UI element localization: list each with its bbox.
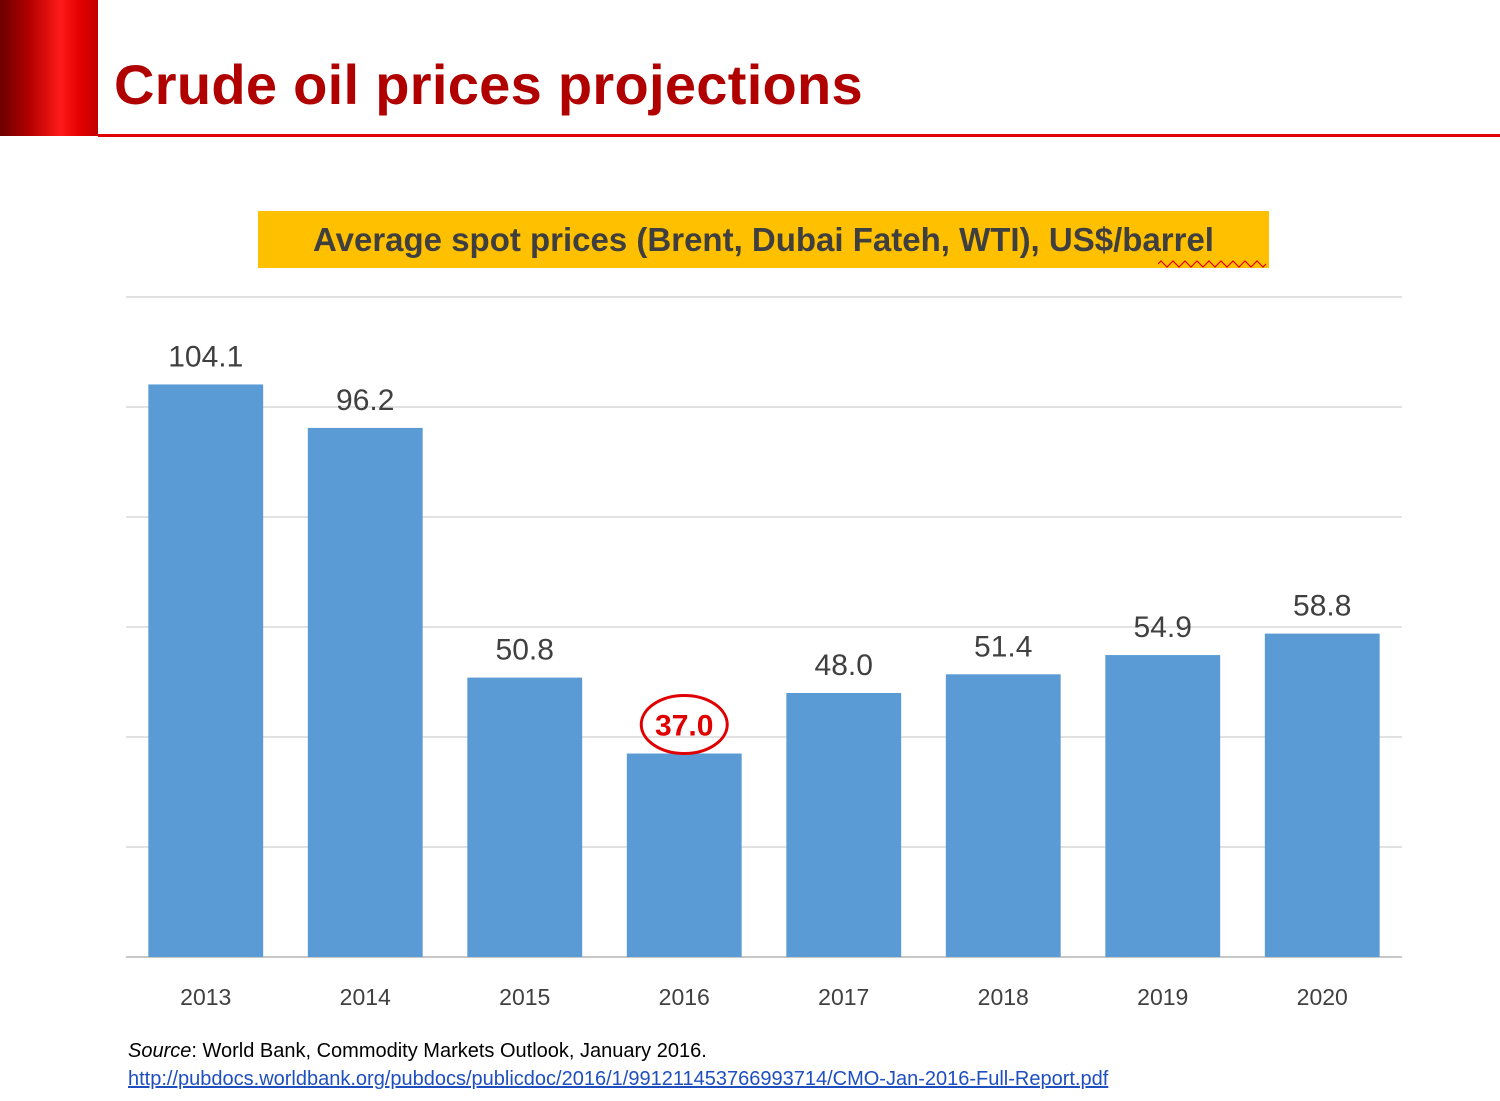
bar-2018 [945,674,1061,957]
data-label-2014: 96.2 [336,384,394,417]
data-label-2017: 48.0 [815,649,873,682]
data-label-2013: 104.1 [168,340,243,373]
source-link[interactable]: http://pubdocs.worldbank.org/pubdocs/pub… [128,1068,1109,1090]
bars [148,384,1380,957]
bar-2019 [1105,655,1221,957]
x-tick-2020: 2020 [1297,984,1348,1010]
bar-2015 [467,677,583,957]
highlight-circle [639,694,729,755]
x-tick-2013: 2013 [180,984,231,1010]
x-tick-2019: 2019 [1137,984,1188,1010]
spellcheck-underline [1158,260,1267,268]
chart-title-highlight [258,211,1269,268]
data-label-2018: 51.4 [974,630,1032,663]
title-divider [98,134,1500,137]
x-tick-2018: 2018 [978,984,1029,1010]
source-text: : World Bank, Commodity Markets Outlook,… [191,1040,707,1062]
data-labels: 104.1 96.2 50.8 37.0 48.0 51.4 54.9 58.8 [168,340,1351,755]
x-tick-2017: 2017 [818,984,869,1010]
x-tick-labels: 2013 2014 2015 2016 2017 2018 2019 2020 [180,984,1348,1010]
chart-title: Average spot prices (Brent, Dubai Fateh,… [313,221,1214,258]
bar-2020 [1264,633,1380,957]
bar-2014 [307,427,423,957]
bar-2013 [148,384,264,957]
x-tick-2014: 2014 [340,984,391,1010]
source-label: Source [128,1040,192,1062]
data-label-2015: 50.8 [496,634,554,667]
x-tick-2016: 2016 [659,984,710,1010]
bar-2016 [626,753,742,957]
slide-title: Crude oil prices projections [114,53,864,116]
x-tick-2015: 2015 [499,984,550,1010]
bar-2017 [786,693,902,957]
corner-accent [0,0,98,136]
data-label-2019: 54.9 [1134,611,1192,644]
source-note: Source: World Bank, Commodity Markets Ou… [128,1040,707,1063]
data-label-2020: 58.8 [1293,590,1351,623]
data-label-2016: 37.0 [655,710,713,743]
